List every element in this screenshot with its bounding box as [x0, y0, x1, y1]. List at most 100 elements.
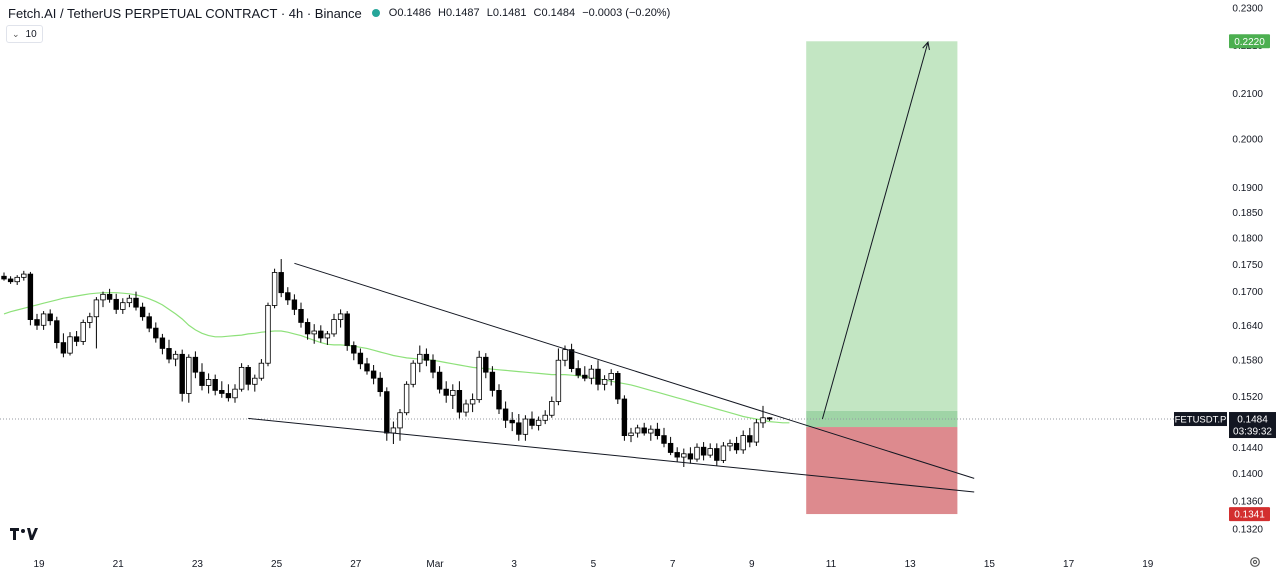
- candle: [47, 309, 53, 326]
- candle: [707, 443, 713, 458]
- candle: [555, 348, 562, 406]
- candle: [54, 316, 60, 349]
- candle-body-down: [278, 272, 284, 294]
- candle-body-down: [529, 418, 535, 426]
- candle-body-up: [397, 412, 403, 429]
- tradingview-logo[interactable]: [10, 527, 38, 541]
- candle: [27, 271, 34, 326]
- candle: [40, 311, 47, 330]
- candle: [760, 405, 766, 428]
- candle-body-down: [225, 393, 232, 399]
- candle-body-up: [588, 368, 595, 379]
- candle-body-down: [595, 368, 601, 385]
- candle: [469, 393, 476, 413]
- candle-body-down: [113, 298, 119, 310]
- ohlc-open: O0.1486: [388, 7, 431, 19]
- candle: [476, 350, 482, 403]
- symbol-title[interactable]: Fetch.AI / TetherUS PERPETUAL CONTRACT ·…: [8, 5, 362, 21]
- candle-body-down: [357, 352, 364, 365]
- candle: [271, 268, 278, 309]
- candle: [568, 343, 575, 373]
- candle-body-down: [443, 388, 449, 396]
- candle-body-down: [747, 435, 753, 443]
- candle-body-up: [87, 316, 93, 323]
- candle: [535, 416, 542, 431]
- candle: [87, 312, 93, 329]
- projection-arrow-shaft: [821, 41, 929, 420]
- candle: [14, 275, 20, 285]
- price-tick-label: 0.1800: [1232, 233, 1263, 244]
- candle-body-up: [601, 379, 608, 385]
- candle: [615, 370, 621, 404]
- ohlc-readout: O0.1486 H0.1487 L0.1481 C0.1484 −0.0003 …: [389, 7, 674, 19]
- candle-body-down: [674, 452, 680, 458]
- trendline-lower: [248, 417, 975, 493]
- candle-body-down: [159, 337, 166, 349]
- candle-body-down: [615, 372, 621, 400]
- candle-body-up: [205, 379, 212, 386]
- candle-body-up: [126, 297, 133, 304]
- candle-body-down: [377, 377, 383, 393]
- candle: [258, 359, 265, 381]
- candle: [166, 339, 172, 364]
- candle: [608, 369, 614, 386]
- time-tick-label: 25: [271, 559, 283, 570]
- candle: [753, 419, 760, 446]
- time-tick-label: 15: [984, 559, 996, 570]
- gear-icon[interactable]: [1249, 556, 1261, 568]
- candle: [654, 422, 661, 440]
- symbol-tag-label: FETUSDT.P: [1175, 415, 1227, 426]
- candle: [232, 384, 238, 403]
- time-tick-label: 3: [511, 559, 517, 570]
- candle: [285, 287, 291, 305]
- candle-body-down: [575, 368, 581, 376]
- candle: [641, 422, 647, 436]
- candle: [417, 345, 423, 373]
- stop-price-label: 0.1341: [1234, 510, 1265, 521]
- candle: [450, 384, 456, 409]
- time-tick-label: 11: [826, 559, 837, 570]
- candle-body-up: [21, 273, 27, 278]
- candle-body-down: [139, 306, 146, 318]
- candle: [324, 331, 331, 345]
- candle: [179, 349, 185, 402]
- candle: [687, 447, 694, 464]
- candle: [667, 436, 674, 456]
- candle: [634, 424, 641, 438]
- candle: [430, 354, 436, 379]
- candle: [186, 354, 192, 403]
- price-tick-label: 0.1520: [1232, 392, 1263, 403]
- candle: [331, 313, 337, 337]
- candle-body-down: [483, 356, 489, 373]
- candle: [21, 270, 27, 281]
- price-tick-label: 0.1850: [1232, 208, 1263, 219]
- entry-band: [806, 410, 958, 428]
- chart-header: Fetch.AI / TetherUS PERPETUAL CONTRACT ·…: [8, 4, 674, 22]
- candle-body-down: [430, 359, 436, 373]
- candle-body-up: [740, 435, 746, 451]
- ohlc-low: L0.1481: [486, 7, 527, 19]
- candle: [595, 360, 601, 391]
- candle-body-up: [634, 427, 641, 434]
- candle-body-down: [47, 313, 53, 322]
- candle-body-down: [509, 419, 515, 424]
- candle-body-down: [641, 427, 647, 434]
- price-tick-label: 0.1320: [1232, 524, 1263, 535]
- candle-body-down: [714, 448, 720, 461]
- candle-body-up: [469, 399, 476, 405]
- indicator-toggle[interactable]: ⌄ 10: [6, 25, 43, 43]
- candle-body-up: [331, 319, 337, 335]
- candle: [410, 360, 416, 388]
- price-tick-label: 0.1580: [1232, 356, 1263, 367]
- stop-price-badge: [1229, 507, 1270, 522]
- candle: [496, 384, 502, 414]
- candle-body-up: [681, 453, 687, 458]
- time-tick-label: Mar: [426, 559, 444, 570]
- candle-body-up: [311, 330, 317, 335]
- candle-body-up: [753, 422, 760, 443]
- candle-body-up: [450, 389, 456, 396]
- candle-body-down: [192, 356, 199, 373]
- candle-body-down: [582, 374, 588, 379]
- price-tick-label: 0.1700: [1232, 287, 1263, 298]
